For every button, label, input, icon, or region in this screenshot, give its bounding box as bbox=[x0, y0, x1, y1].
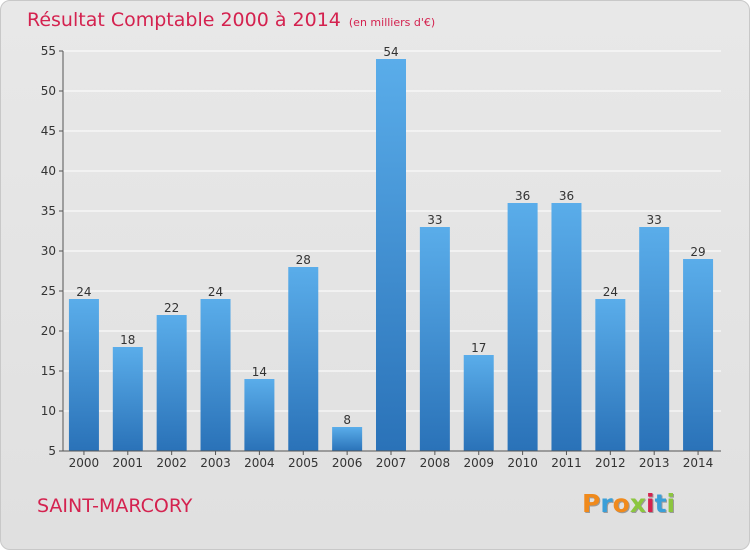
unit-label: (en milliers d'€) bbox=[348, 16, 436, 29]
x-tick-label: 2003 bbox=[200, 456, 231, 470]
x-tick-label: 2005 bbox=[288, 456, 319, 470]
data-label: 24 bbox=[208, 285, 223, 299]
y-tick-label: 15 bbox=[41, 364, 56, 378]
x-tick-label: 2001 bbox=[113, 456, 144, 470]
data-label: 36 bbox=[515, 189, 530, 203]
y-tick-label: 45 bbox=[41, 124, 56, 138]
logo-letter: o bbox=[612, 489, 630, 518]
commune-name: SAINT-MARCORY bbox=[37, 495, 193, 517]
bar-2001 bbox=[112, 347, 143, 451]
y-tick-label: 30 bbox=[41, 244, 56, 258]
bar-2003 bbox=[200, 299, 231, 451]
bar-2002 bbox=[156, 315, 187, 451]
y-tick-label: 20 bbox=[41, 324, 56, 338]
x-tick-label: 2010 bbox=[507, 456, 538, 470]
data-label: 36 bbox=[559, 189, 574, 203]
bar-2006 bbox=[332, 427, 363, 451]
data-label: 24 bbox=[76, 285, 91, 299]
logo-letter: i bbox=[666, 489, 676, 518]
bar-2007 bbox=[376, 59, 406, 451]
x-tick-label: 2000 bbox=[69, 456, 100, 470]
x-tick-label: 2007 bbox=[376, 456, 407, 470]
data-label: 33 bbox=[427, 213, 442, 227]
proxiti-logo: Proxiti bbox=[582, 489, 675, 518]
y-tick-label: 5 bbox=[48, 444, 56, 458]
data-label: 8 bbox=[343, 413, 351, 427]
bar-2011 bbox=[551, 203, 582, 451]
y-tick-label: 10 bbox=[41, 404, 56, 418]
chart-title: Résultat Comptable 2000 à 2014 (en millie… bbox=[27, 9, 435, 31]
data-label: 18 bbox=[120, 333, 135, 347]
x-tick-label: 2006 bbox=[332, 456, 363, 470]
logo-letter: x bbox=[629, 489, 646, 518]
x-tick-label: 2008 bbox=[420, 456, 451, 470]
y-tick-label: 35 bbox=[41, 204, 56, 218]
data-label: 24 bbox=[603, 285, 618, 299]
bar-2010 bbox=[507, 203, 538, 451]
bar-2009 bbox=[463, 355, 494, 451]
x-tick-label: 2012 bbox=[595, 456, 626, 470]
y-tick-label: 25 bbox=[41, 284, 56, 298]
y-tick-label: 40 bbox=[41, 164, 56, 178]
logo-letter: t bbox=[654, 489, 667, 518]
data-label: 33 bbox=[647, 213, 662, 227]
y-tick-label: 55 bbox=[41, 44, 56, 58]
data-label: 17 bbox=[471, 341, 486, 355]
x-tick-label: 2009 bbox=[463, 456, 494, 470]
data-label: 14 bbox=[252, 365, 267, 379]
bar-2004 bbox=[244, 379, 275, 451]
y-tick-label: 50 bbox=[41, 84, 56, 98]
data-label: 28 bbox=[296, 253, 311, 267]
x-tick-label: 2002 bbox=[156, 456, 187, 470]
x-tick-label: 2004 bbox=[244, 456, 275, 470]
bar-2005 bbox=[288, 267, 319, 451]
logo-letter: P bbox=[582, 489, 601, 518]
bar-2014 bbox=[683, 259, 714, 451]
bar-2013 bbox=[639, 227, 670, 451]
data-label: 22 bbox=[164, 301, 179, 315]
logo-letter: i bbox=[646, 489, 655, 518]
data-label: 29 bbox=[690, 245, 705, 259]
logo-letter: r bbox=[600, 489, 613, 518]
x-tick-label: 2011 bbox=[551, 456, 582, 470]
bar-2008 bbox=[419, 227, 450, 451]
data-label: 54 bbox=[383, 45, 398, 59]
x-tick-label: 2014 bbox=[683, 456, 714, 470]
x-tick-label: 2013 bbox=[639, 456, 670, 470]
bar-2000 bbox=[68, 299, 99, 451]
bar-2012 bbox=[595, 299, 626, 451]
title-text: Résultat Comptable 2000 à 2014 bbox=[27, 9, 341, 31]
